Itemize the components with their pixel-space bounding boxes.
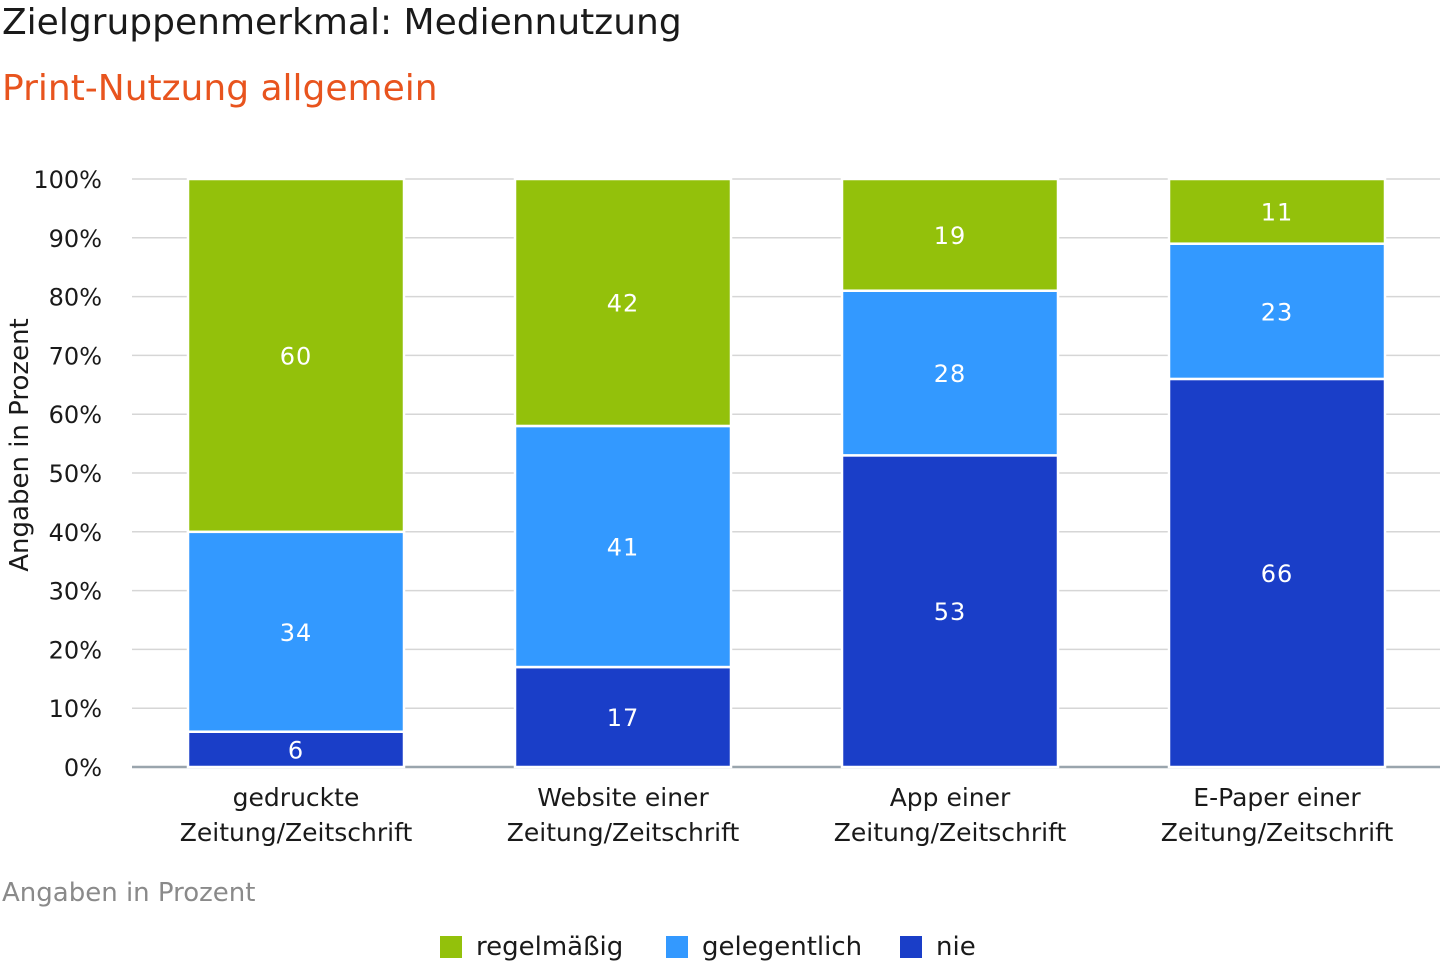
footnote: Angaben in Prozent xyxy=(2,878,256,908)
legend-label-regelmaessig: regelmäßig xyxy=(476,932,624,962)
bar-segment-gelegentlich xyxy=(513,424,733,669)
chart-subtitle: Print-Nutzung allgemein xyxy=(2,68,438,109)
legend-swatch-gelegentlich xyxy=(666,936,688,958)
data-label: 60 xyxy=(280,342,313,370)
bar-segment-regelmaessig xyxy=(1167,177,1387,245)
y-tick-label: 50% xyxy=(49,460,102,488)
y-tick-label: 90% xyxy=(49,225,102,253)
y-tick-label: 80% xyxy=(49,284,102,312)
data-label: 66 xyxy=(1261,560,1294,588)
legend-item-nie: nie xyxy=(900,932,976,962)
data-label: 19 xyxy=(934,222,967,250)
bar-segment-nie xyxy=(513,665,733,769)
data-label: 6 xyxy=(288,736,304,764)
y-axis-title: Angaben in Prozent xyxy=(5,318,35,571)
y-tick-label: 30% xyxy=(49,578,102,606)
y-tick-label: 40% xyxy=(49,519,102,547)
data-label: 28 xyxy=(934,360,967,388)
bar-segment-gelegentlich xyxy=(1167,242,1387,381)
data-label: 11 xyxy=(1261,198,1294,226)
data-label: 17 xyxy=(607,704,640,732)
x-tick-label: Zeitung/Zeitschrift xyxy=(507,818,740,847)
bar-segment-regelmaessig xyxy=(840,177,1060,292)
y-tick-label: 20% xyxy=(49,636,102,664)
bar-segment-gelegentlich xyxy=(840,289,1060,457)
x-tick-label: Website einer xyxy=(537,783,709,812)
bars: 6 34 60 17 41 42 53 28 19 66 23 11 xyxy=(186,177,1387,769)
x-tick-label: Zeitung/Zeitschrift xyxy=(180,818,413,847)
legend-swatch-nie xyxy=(900,936,922,958)
bar-segment-nie xyxy=(186,730,406,769)
y-tick-label: 70% xyxy=(49,342,102,370)
legend-label-gelegentlich: gelegentlich xyxy=(702,932,863,962)
data-label: 53 xyxy=(934,598,967,626)
legend-item-regelmaessig: regelmäßig xyxy=(440,932,623,962)
x-tick-label: Zeitung/Zeitschrift xyxy=(834,818,1067,847)
stacked-bar-chart: 0% 10% 20% 30% 40% 50% 60% 70% 80% 90% 100% 6 34 60 1… xyxy=(5,166,1440,847)
legend: regelmäßig gelegentlich nie xyxy=(0,932,1442,972)
data-label: 23 xyxy=(1261,298,1294,326)
bar-segment-nie xyxy=(1167,377,1387,769)
bar-segment-nie xyxy=(840,454,1060,769)
bar-segment-gelegentlich xyxy=(186,530,406,733)
legend-item-gelegentlich: gelegentlich xyxy=(666,932,862,962)
x-tick-label: App einer xyxy=(890,783,1011,812)
x-tick-label: gedruckte xyxy=(233,783,360,812)
legend-label-nie: nie xyxy=(936,932,976,962)
x-tick-label: Zeitung/Zeitschrift xyxy=(1161,818,1394,847)
x-axis-labels: gedruckte Zeitung/Zeitschrift Website eine… xyxy=(180,783,1394,847)
data-label: 42 xyxy=(607,289,640,317)
y-tick-label: 10% xyxy=(49,695,102,723)
y-tick-label: 60% xyxy=(49,401,102,429)
y-tick-label: 0% xyxy=(64,754,102,782)
bar-segment-regelmaessig xyxy=(513,177,733,428)
chart-title: Zielgruppenmerkmal: Mediennutzung xyxy=(2,2,682,43)
x-tick-label: E-Paper einer xyxy=(1193,783,1361,812)
y-tick-label: 100% xyxy=(33,166,102,194)
data-label: 34 xyxy=(280,619,313,647)
bar-segment-regelmaessig xyxy=(186,177,406,534)
y-axis-ticks: 0% 10% 20% 30% 40% 50% 60% 70% 80% 90% 100% xyxy=(33,166,102,782)
data-label: 41 xyxy=(607,534,640,562)
legend-swatch-regelmaessig xyxy=(440,936,462,958)
